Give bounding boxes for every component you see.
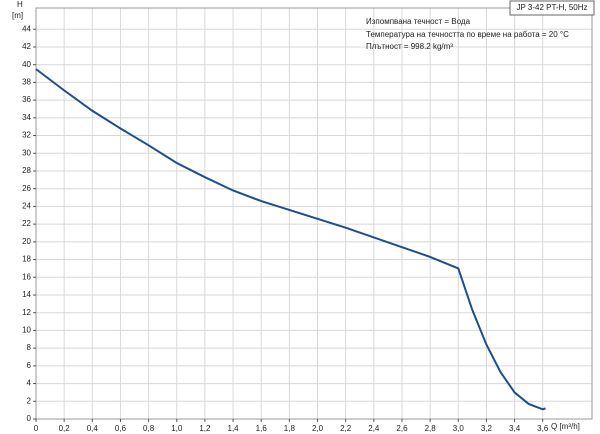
- x-tick-label: 3,6: [537, 424, 549, 433]
- x-tick-label: 3,2: [481, 424, 493, 433]
- x-tick-label: 0,2: [59, 424, 71, 433]
- y-tick-label: 10: [22, 326, 31, 335]
- y-tick-label: 38: [22, 78, 31, 87]
- x-axis-label: Q [m³/h]: [551, 422, 580, 431]
- x-tick-label: 0,6: [115, 424, 127, 433]
- y-tick-label: 22: [22, 219, 31, 228]
- x-tick-label: 2,6: [396, 424, 408, 433]
- plot-frame: [35, 7, 593, 420]
- x-tick-label: 2,0: [312, 424, 324, 433]
- y-tick-label: 6: [27, 361, 32, 370]
- y-tick-label: 44: [22, 24, 31, 33]
- x-tick-label: 0,8: [143, 424, 155, 433]
- y-tick-label: 12: [22, 308, 31, 317]
- x-tick-label: 2,4: [368, 424, 380, 433]
- annotation: Температура на течността по време на раб…: [366, 30, 569, 39]
- y-tick-label: 20: [22, 237, 31, 246]
- y-tick-label: 42: [22, 42, 31, 51]
- y-axis-unit: [m]: [12, 11, 23, 20]
- y-tick-label: 14: [22, 290, 31, 299]
- y-tick-label: 36: [22, 95, 31, 104]
- x-tick-label: 3,4: [509, 424, 521, 433]
- y-tick-label: 30: [22, 148, 31, 157]
- y-tick-label: 2: [27, 396, 32, 405]
- y-tick-label: 28: [22, 166, 31, 175]
- chart-title: JP 3-42 PT-H, 50Hz: [517, 3, 588, 12]
- y-axis-label: H: [17, 0, 23, 9]
- x-tick-label: 1,8: [284, 424, 296, 433]
- x-tick-label: 1,0: [171, 424, 183, 433]
- y-tick-label: 24: [22, 202, 31, 211]
- title-box: [509, 0, 595, 16]
- y-tick-label: 8: [27, 343, 32, 352]
- y-tick-label: 34: [22, 113, 31, 122]
- annotation: Плътност = 998.2 kg/m³: [366, 42, 453, 51]
- x-tick-label: 2,2: [340, 424, 352, 433]
- x-tick-label: 2,8: [425, 424, 437, 433]
- y-tick-label: 18: [22, 255, 31, 264]
- y-tick-label: 32: [22, 131, 31, 140]
- y-tick-label: 16: [22, 272, 31, 281]
- y-tick-label: 26: [22, 184, 31, 193]
- annotation: Изпомпвана течност = Вода: [366, 17, 471, 26]
- x-tick-label: 0,4: [87, 424, 99, 433]
- y-tick-label: 0: [27, 414, 32, 423]
- y-tick-label: 40: [22, 60, 31, 69]
- y-tick-label: 4: [27, 379, 32, 388]
- x-tick-label: 3,0: [453, 424, 465, 433]
- curve: [35, 68, 546, 411]
- x-tick-label: 1,4: [228, 424, 240, 433]
- x-tick-label: 0: [34, 424, 39, 433]
- x-tick-label: 1,2: [199, 424, 211, 433]
- x-tick-label: 1,6: [256, 424, 268, 433]
